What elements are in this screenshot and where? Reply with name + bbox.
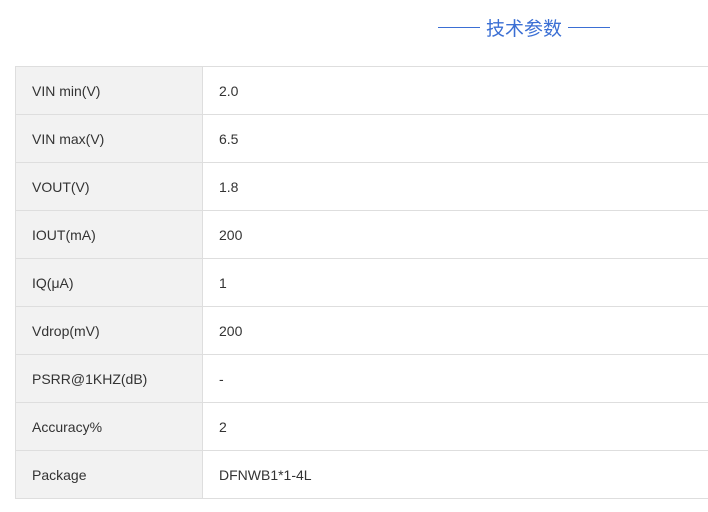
param-value: DFNWB1*1-4L	[202, 450, 708, 499]
table-row: Package DFNWB1*1-4L	[15, 450, 708, 499]
table-row: Accuracy% 2	[15, 402, 708, 451]
table-row: VIN max(V) 6.5	[15, 114, 708, 163]
param-value: -	[202, 354, 708, 403]
table-row: VIN min(V) 2.0	[15, 66, 708, 115]
param-name: VIN min(V)	[15, 66, 203, 115]
param-name: IOUT(mA)	[15, 210, 203, 259]
param-name: IQ(μA)	[15, 258, 203, 307]
table-row: IOUT(mA) 200	[15, 210, 708, 259]
param-name: VOUT(V)	[15, 162, 203, 211]
table-row: PSRR@1KHZ(dB) -	[15, 354, 708, 403]
param-value: 2.0	[202, 66, 708, 115]
param-value: 2	[202, 402, 708, 451]
table-row: Vdrop(mV) 200	[15, 306, 708, 355]
param-name: VIN max(V)	[15, 114, 203, 163]
param-value: 1.8	[202, 162, 708, 211]
param-value: 200	[202, 210, 708, 259]
param-name: Vdrop(mV)	[15, 306, 203, 355]
param-value: 6.5	[202, 114, 708, 163]
title-divider-left	[438, 27, 480, 28]
section-title: 技术参数	[432, 14, 616, 41]
table-row: IQ(μA) 1	[15, 258, 708, 307]
param-value: 200	[202, 306, 708, 355]
param-name: Package	[15, 450, 203, 499]
param-name: Accuracy%	[15, 402, 203, 451]
title-divider-right	[568, 27, 611, 28]
spec-table: VIN min(V) 2.0 VIN max(V) 6.5 VOUT(V) 1.8 IOUT…	[15, 66, 708, 499]
table-row: VOUT(V) 1.8	[15, 162, 708, 211]
param-name: PSRR@1KHZ(dB)	[15, 354, 203, 403]
section-title-text: 技术参数	[486, 19, 563, 40]
param-value: 1	[202, 258, 708, 307]
